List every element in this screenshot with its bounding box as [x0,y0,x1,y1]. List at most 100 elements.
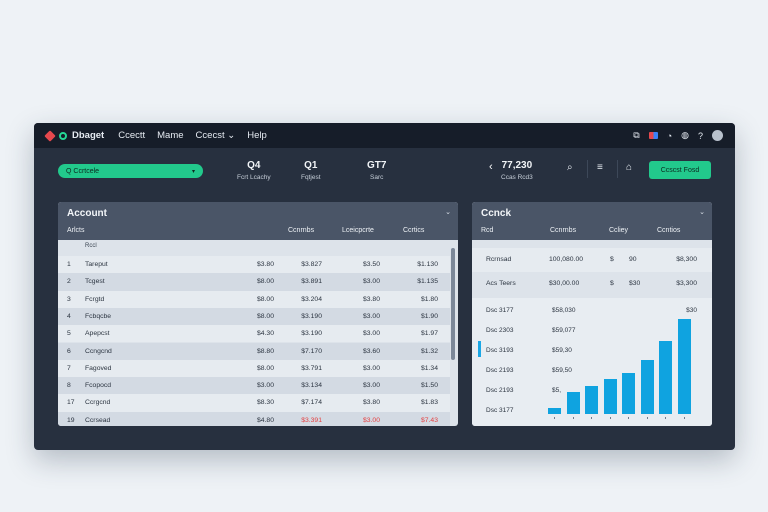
column-header-accounts[interactable]: Arlcts [67,227,85,234]
summary-currency: $ [610,256,614,263]
help-icon[interactable]: ? [697,130,703,141]
divider [617,160,618,178]
row-index: 19 [67,416,75,424]
summary-count: $30 [629,280,641,287]
column-header-2[interactable]: Lceicpcrte [342,227,374,234]
summary-row[interactable]: Rcrnsad 100,080.00 $ 90 $8,300 [472,248,712,274]
table-row[interactable]: 8 Fcopocd $3.00 $3.134 $3.00 $1.50 [58,377,450,395]
column-header-1[interactable]: Ccnrnbs [288,227,315,234]
table-row[interactable]: 4 Fcbqcbe $8.00 $3.190 $3.00 $1.90 [58,307,450,326]
table-row[interactable]: 2 Tcgest $8.00 $3.891 $3.00 $1.135 [58,273,450,291]
chevron-down-icon: ⌄ [227,130,236,141]
table-row[interactable]: 19 Ccrsead $4.80 $3.391 $3.00 $7.43 [58,411,450,426]
avatar[interactable] [712,130,723,141]
stat-1-value: Q4 [247,160,261,171]
row-label: Dsc 3193 [486,347,514,354]
top-right-value: $30 [686,307,697,314]
share-icon[interactable]: ⧉ [633,130,640,140]
chevron-down-icon[interactable]: ⌄ [699,209,705,216]
row-cell: $1.32 [420,347,438,355]
clock-icon[interactable]: ◔ [666,130,673,141]
chart-bar[interactable] [640,360,654,414]
account-table-header: Account ⌄ Arlcts Ccnrnbs Lceicpcrte Ccrt… [58,202,458,240]
stat-2-label: Fqtjest [301,174,321,181]
row-value: $59,077 [552,327,576,334]
chart-bar[interactable] [677,319,691,414]
row-value: $59,30 [552,347,572,354]
row-name: Tareput [85,261,108,268]
row-cell: $7.43 [420,416,438,424]
row-value: $58,030 [552,307,576,314]
summary-value: $30,00.00 [549,280,580,287]
chevron-down-icon[interactable]: ⌄ [445,209,451,216]
menu-item-1[interactable]: Ccectt [118,130,146,141]
column-header-rcd[interactable]: Rcd [481,227,494,234]
chart-bar[interactable] [566,391,580,414]
table-row[interactable]: 7 Fagoved $8.00 $3.791 $3.00 $1.34 [58,359,450,378]
table-row[interactable]: 6 Ccngcnd $8.80 $7.170 $3.60 $1.32 [58,342,450,360]
row-name: Fagoved [85,364,112,372]
chart-title: Ccnck [481,208,512,219]
period-stat: 77,230 Ccas Rcd3 [501,160,533,181]
column-header-1[interactable]: Ccnrnbs [550,227,577,234]
row-cell: $7.174 [301,399,322,407]
notification-icon[interactable]: ◍ [681,130,689,140]
search-icon[interactable]: ⌕ [567,162,573,173]
vertical-scrollbar[interactable] [451,248,455,360]
table-row[interactable]: 3 Fcrgtd $8.00 $3.204 $3.80 $1.80 [58,290,450,308]
account-table-panel: Account ⌄ Arlcts Ccnrnbs Lceicpcrte Ccrt… [58,202,458,426]
summary-row[interactable]: Acs Teers $30,00.00 $ $30 $3,300 [472,272,712,298]
row-index: 1 [67,261,71,268]
row-name: Fcrgtd [85,295,105,303]
period-label: Ccas Rcd3 [501,174,533,181]
row-index: 3 [67,295,71,303]
row-cell: $8.00 [256,295,274,303]
row-value: $5, [552,387,562,394]
summary-currency: $ [610,280,614,287]
building-icon[interactable]: ⌂ [626,162,633,173]
column-header-2[interactable]: Ccliey [609,227,629,234]
row-cell: $8.00 [256,312,274,320]
list-icon[interactable]: ≡ [597,162,603,173]
table-row[interactable]: 1 Tareput $3.80 $3.827 $3.50 $1.130 [58,256,450,274]
row-cell: $3.50 [362,261,380,268]
row-cell: $3.00 [362,312,380,320]
flag-icon[interactable] [648,132,658,139]
x-axis-tick [665,417,666,419]
row-cell: $3.791 [301,364,322,372]
table-row[interactable]: 5 Apepcst $4.30 $3.190 $3.00 $1.97 [58,325,450,343]
summary-value: 100,080.00 [549,256,584,263]
table-row[interactable]: 17 Ccrgcnd $8.30 $7.174 $3.80 $1.83 [58,394,450,412]
chart-bar[interactable] [659,341,672,414]
row-cell: $3.00 [362,382,380,390]
chevron-left-icon[interactable]: ‹ [489,161,493,173]
chart-bar[interactable] [585,385,598,414]
summary-label: Rcrnsad [486,256,512,263]
top-icon-group: ⧉ ◔ ◍ ? [633,130,723,141]
search-input[interactable]: Q Ccrtcele ▾ [58,164,203,178]
x-axis-tick [628,417,629,419]
row-value: $59,50 [552,367,572,374]
menu-item-help[interactable]: Help [247,130,267,141]
menu-item-3[interactable]: Ccecst ⌄ [196,130,236,141]
row-cell: $1.34 [420,364,438,372]
app-logo[interactable]: Dbaget [44,129,105,142]
summary-label: Acs Teers [486,280,516,287]
x-axis-tick [591,417,592,419]
app-name: Dbaget [72,130,105,141]
row-name: Ccrgcnd [85,399,111,407]
menu-item-2[interactable]: Mame [157,130,184,141]
column-header-3[interactable]: Ccntios [657,227,681,234]
chevron-down-icon: ▾ [191,168,195,175]
chart-bar[interactable] [622,372,635,414]
primary-action-button[interactable]: Ccscst Fosd [649,161,711,179]
column-header-3[interactable]: Ccrtics [403,227,425,234]
chart-bar[interactable] [548,407,561,414]
row-cell: $1.80 [420,295,438,303]
row-cell: $3.190 [301,312,322,320]
x-axis-tick [646,417,648,419]
row-cell: $3.00 [256,382,274,390]
row-name: Apepcst [85,330,110,338]
chart-area: Dsc 3177 Dsc 2303 Dsc 3193 Dsc 2193 Dsc … [472,298,712,426]
chart-bar[interactable] [603,379,617,414]
